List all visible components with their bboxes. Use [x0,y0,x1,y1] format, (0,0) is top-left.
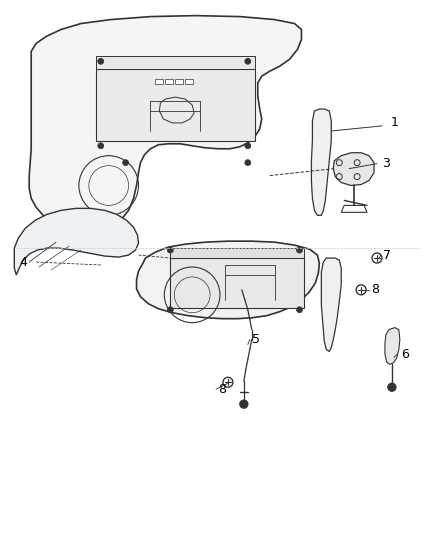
Text: 4: 4 [19,255,27,269]
Polygon shape [137,241,319,319]
Polygon shape [170,248,304,258]
Circle shape [297,247,303,253]
Circle shape [98,58,104,64]
Circle shape [388,383,396,391]
Bar [185,79,193,84]
Polygon shape [96,69,255,141]
Circle shape [245,143,251,149]
Circle shape [240,400,248,408]
Polygon shape [14,208,138,275]
Circle shape [245,160,251,166]
Bar [165,79,173,84]
Circle shape [167,307,173,313]
Polygon shape [311,109,331,215]
Text: 7: 7 [383,248,391,262]
Text: 3: 3 [382,157,390,170]
Polygon shape [333,153,374,185]
Text: 8: 8 [371,284,379,296]
Circle shape [167,247,173,253]
Text: 6: 6 [401,348,409,361]
Polygon shape [385,328,400,365]
Bar [155,79,163,84]
Polygon shape [321,258,341,351]
Circle shape [123,160,129,166]
Circle shape [356,285,366,295]
Circle shape [297,307,303,313]
Text: 8: 8 [218,383,226,395]
Text: 5: 5 [252,333,260,346]
Circle shape [372,253,382,263]
Polygon shape [170,258,304,308]
Circle shape [98,143,104,149]
Circle shape [245,58,251,64]
Text: 1: 1 [391,116,399,130]
Bar [175,79,183,84]
Polygon shape [29,15,301,234]
Polygon shape [96,56,255,69]
Circle shape [223,377,233,387]
